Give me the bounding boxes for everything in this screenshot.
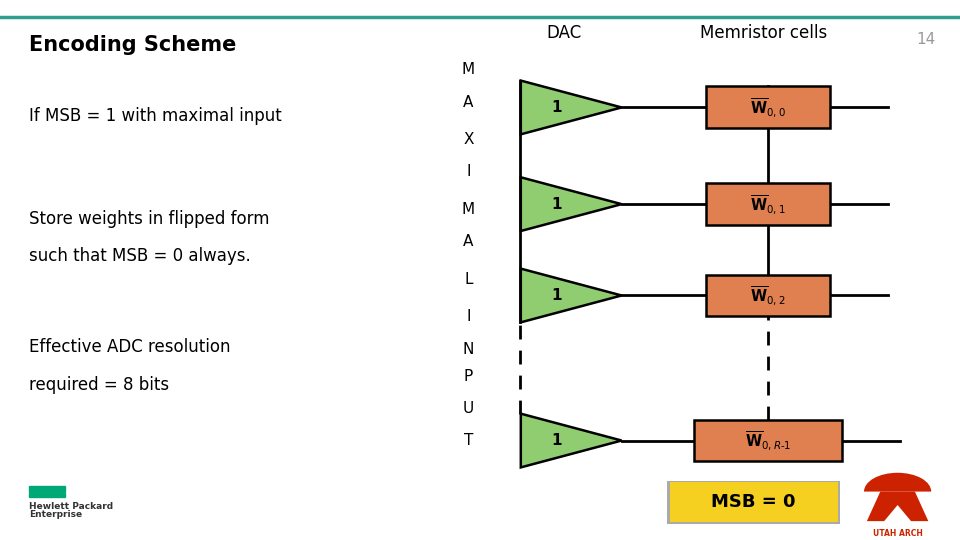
Text: X: X [464, 132, 473, 147]
Text: Encoding Scheme: Encoding Scheme [29, 35, 236, 55]
Polygon shape [520, 80, 621, 134]
Text: such that MSB = 0 always.: such that MSB = 0 always. [29, 247, 251, 265]
Text: I: I [467, 164, 470, 179]
Text: U: U [463, 401, 474, 416]
Text: 1: 1 [552, 197, 562, 212]
Bar [693, 420, 843, 462]
Polygon shape [520, 414, 621, 468]
Text: 1: 1 [552, 288, 562, 303]
Text: N: N [463, 342, 474, 357]
Text: Enterprise: Enterprise [29, 510, 82, 519]
Text: 14: 14 [917, 32, 936, 47]
Text: $\mathbf{\overline{W}}_{0,1}$: $\mathbf{\overline{W}}_{0,1}$ [750, 193, 786, 215]
Text: 1: 1 [552, 433, 562, 448]
Bar [29, 493, 65, 497]
Text: L: L [465, 272, 472, 287]
Text: Store weights in flipped form: Store weights in flipped form [29, 210, 270, 227]
Text: DAC: DAC [546, 24, 581, 42]
Bar [706, 183, 830, 225]
Polygon shape [867, 491, 928, 521]
Text: If MSB = 1 with maximal input: If MSB = 1 with maximal input [29, 107, 281, 125]
Text: $\mathbf{\overline{W}}_{0,2}$: $\mathbf{\overline{W}}_{0,2}$ [751, 284, 785, 307]
Text: $\mathbf{\overline{W}}_{0,R\text{-}1}$: $\mathbf{\overline{W}}_{0,R\text{-}1}$ [745, 429, 791, 452]
Polygon shape [520, 268, 621, 322]
Text: Effective ADC resolution: Effective ADC resolution [29, 339, 230, 356]
Bar [670, 482, 838, 523]
FancyBboxPatch shape [666, 481, 840, 524]
Text: required = 8 bits: required = 8 bits [29, 376, 169, 394]
Bar [706, 274, 830, 316]
Text: A: A [464, 94, 473, 110]
Text: A: A [464, 234, 473, 249]
Text: Memristor cells: Memristor cells [700, 24, 827, 42]
Polygon shape [520, 177, 621, 231]
Text: I: I [467, 309, 470, 325]
Text: UTAH ARCH: UTAH ARCH [873, 529, 923, 538]
Text: Hewlett Packard: Hewlett Packard [29, 502, 113, 511]
Wedge shape [864, 472, 931, 491]
Text: P: P [464, 369, 473, 383]
Text: MSB = 0: MSB = 0 [711, 494, 796, 511]
Text: M: M [462, 62, 475, 77]
Text: M: M [462, 202, 475, 217]
Text: 1: 1 [552, 100, 562, 115]
Text: $\mathbf{\overline{W}}_{0,0}$: $\mathbf{\overline{W}}_{0,0}$ [750, 96, 786, 119]
Text: T: T [464, 433, 473, 448]
Bar [29, 486, 65, 491]
Bar [706, 86, 830, 129]
